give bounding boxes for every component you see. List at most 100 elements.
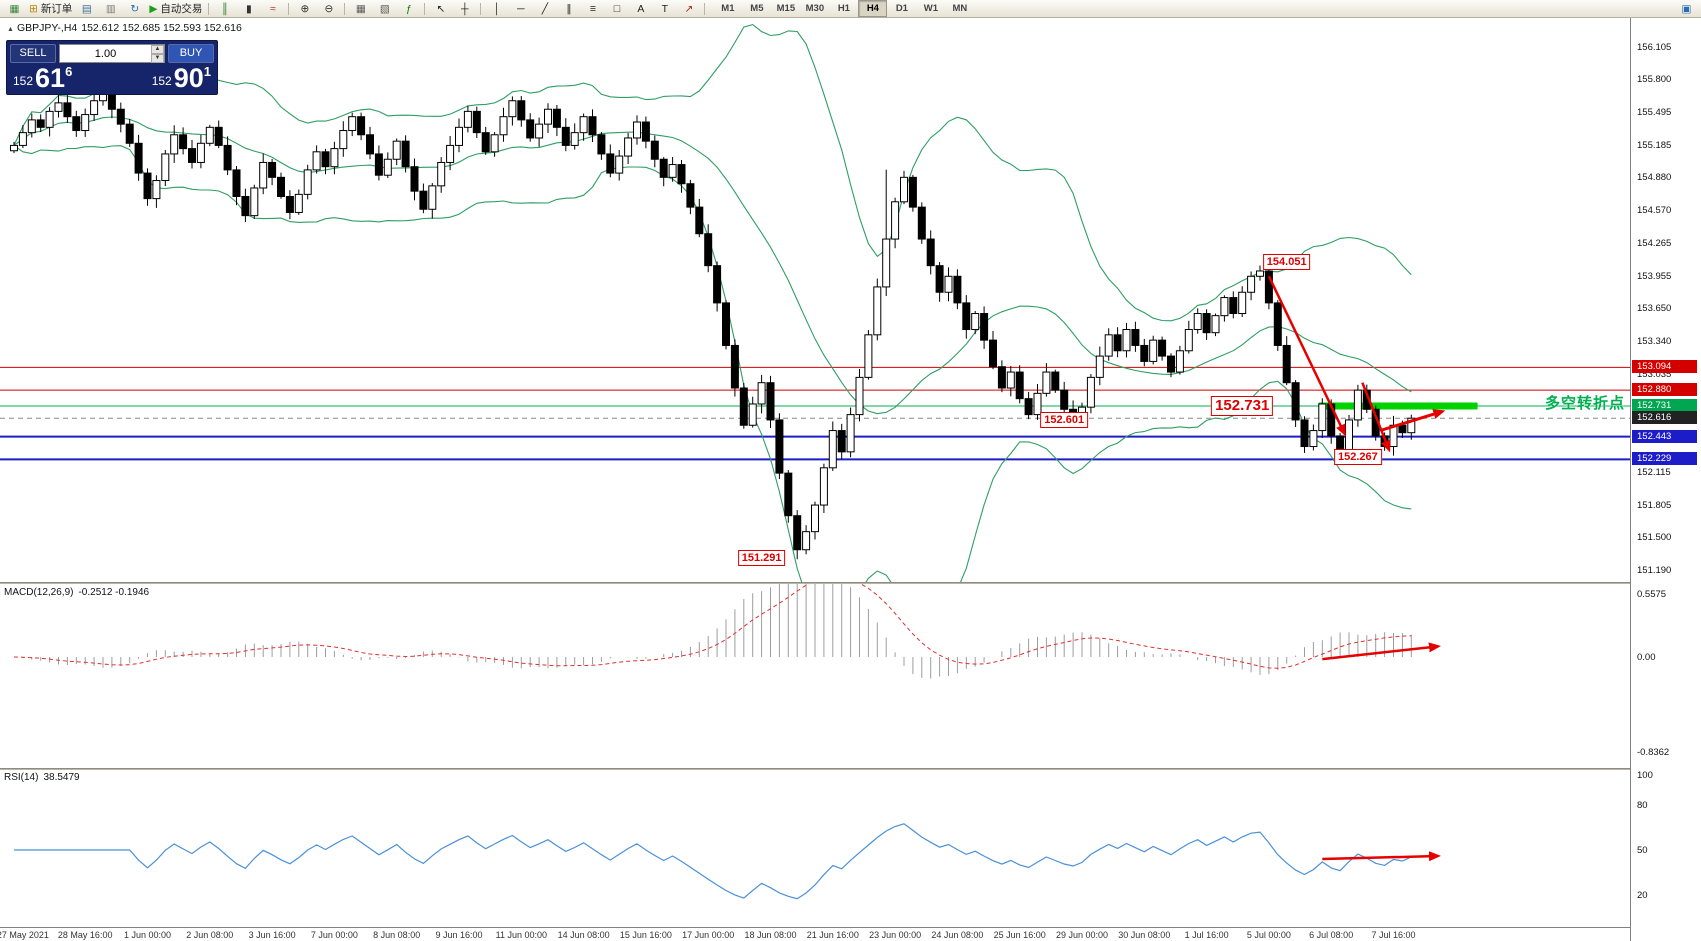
candle <box>926 238 935 267</box>
candle <box>268 161 277 178</box>
label-icon: T <box>661 2 669 15</box>
timeframe-m5-button[interactable]: M5 <box>750 3 764 14</box>
candle <box>170 134 179 155</box>
candle <box>561 126 570 146</box>
timeframe-m1-button[interactable]: M1 <box>721 3 735 14</box>
candlestick-chart-icon[interactable]: ▮ <box>237 1 260 17</box>
candle <box>116 108 125 125</box>
candle <box>259 161 268 189</box>
timeframe-mn-button[interactable]: MN <box>952 3 968 14</box>
candle <box>677 164 686 185</box>
window-control-icon[interactable]: ▣ <box>1675 1 1698 17</box>
candle <box>668 164 677 178</box>
candle <box>366 134 374 155</box>
time-axis[interactable]: 27 May 2021 28 May 16:00 1 Jun 00:00 2 Jun … <box>0 927 1701 941</box>
chart-window-icon: ▤ <box>81 2 92 15</box>
timeframe-m15-button[interactable]: M15 <box>776 3 796 14</box>
price-axis[interactable]: 156.105 155.800 155.495 155.185 154.880 154.5… <box>1630 18 1701 941</box>
price-chart[interactable] <box>0 18 1701 582</box>
label-icon[interactable]: T <box>653 1 676 17</box>
channel-icon[interactable]: ∥ <box>557 1 580 17</box>
tile-windows-icon[interactable]: ▦ <box>349 1 372 17</box>
sell-price[interactable]: 152 61 6 <box>13 64 73 92</box>
text-icon[interactable]: A <box>629 1 652 17</box>
fibonacci-icon[interactable]: ≡ <box>581 1 604 17</box>
vertical-line-icon[interactable]: │ <box>485 1 508 17</box>
line-chart-icon[interactable]: ≈ <box>261 1 284 17</box>
new-order-button[interactable]: ⊞ 新订单 <box>27 1 74 17</box>
candle <box>828 430 837 469</box>
chart-window-icon[interactable]: ▤ <box>75 1 98 17</box>
candle <box>962 302 971 330</box>
candle <box>535 123 544 139</box>
price-tick: 153.650 <box>1637 303 1672 315</box>
cascade-windows-icon[interactable]: ▧ <box>373 1 396 17</box>
bollinger-band-line <box>13 23 1412 322</box>
trend-arrow <box>1267 275 1346 437</box>
candle <box>1140 344 1149 362</box>
auto-trading-button[interactable]: ▶ 自动交易 <box>147 1 204 17</box>
panel-splitter[interactable] <box>0 768 1701 770</box>
macd-tick: -0.8362 <box>1637 746 1670 758</box>
price-tag: 152.443 <box>1632 429 1697 443</box>
horizontal-line-icon: ─ <box>517 2 525 15</box>
crosshair-icon[interactable]: ┼ <box>453 1 476 17</box>
time-axis-label: 8 Jun 08:00 <box>373 930 421 940</box>
candle <box>873 286 882 336</box>
panel-splitter[interactable] <box>0 582 1701 584</box>
price-callout: 152.267 <box>1334 449 1382 466</box>
candle <box>161 153 170 182</box>
candle <box>802 531 811 551</box>
candle <box>597 134 606 155</box>
buy-button[interactable]: BUY <box>168 44 214 63</box>
candle <box>312 151 321 171</box>
macd-values: -0.2512 -0.1946 <box>78 587 150 598</box>
rsi-panel[interactable] <box>0 770 1701 926</box>
cursor-icon[interactable]: ↖ <box>429 1 452 17</box>
time-axis-label: 2 Jun 08:00 <box>186 930 234 940</box>
volume-up-button[interactable]: ▲ <box>151 45 164 54</box>
buy-price[interactable]: 152 90 1 <box>152 64 211 92</box>
zoom-out-icon[interactable]: ⊖ <box>317 1 340 17</box>
candle <box>1300 419 1309 448</box>
arrow-tool-icon[interactable]: ↗ <box>677 1 700 17</box>
candle <box>188 148 196 163</box>
candle <box>997 366 1006 389</box>
time-axis-label: 15 Jun 16:00 <box>619 930 672 940</box>
candle <box>481 132 490 153</box>
candle <box>775 419 784 474</box>
candle <box>1060 389 1069 410</box>
sell-price-sup: 6 <box>65 64 73 79</box>
candle <box>570 132 579 146</box>
rsi-tick: 20 <box>1637 890 1648 901</box>
candle <box>552 108 561 128</box>
indicators-icon[interactable]: ƒ <box>397 1 420 17</box>
profiles-icon[interactable]: ▥ <box>99 1 122 17</box>
crosshair-icon: ┼ <box>461 2 469 15</box>
horizontal-line-icon[interactable]: ─ <box>509 1 532 17</box>
timeframe-h4-button[interactable]: H4 <box>858 0 888 17</box>
volume-down-button[interactable]: ▼ <box>151 54 164 63</box>
price-tick: 155.185 <box>1637 139 1672 151</box>
chart-shortcut-icon[interactable]: ▦ <box>3 1 26 17</box>
time-axis-label: 7 Jun 00:00 <box>310 930 358 940</box>
macd-panel[interactable] <box>0 584 1701 768</box>
timeframe-w1-button[interactable]: W1 <box>923 3 939 14</box>
candle <box>971 313 980 330</box>
timeframe-m30-button[interactable]: M30 <box>805 3 825 14</box>
volume-input[interactable] <box>60 45 151 62</box>
refresh-icon[interactable]: ↻ <box>123 1 146 17</box>
candle <box>1131 328 1140 346</box>
candle <box>446 144 455 163</box>
trendline-icon[interactable]: ╱ <box>533 1 556 17</box>
timeframe-h1-button[interactable]: H1 <box>837 3 850 14</box>
timeframe-d1-button[interactable]: D1 <box>895 3 908 14</box>
price-tick: 151.500 <box>1637 531 1672 543</box>
toolbar-separator <box>208 2 210 15</box>
zoom-in-icon[interactable]: ⊕ <box>293 1 316 17</box>
shapes-icon[interactable]: □ <box>605 1 628 17</box>
sell-button[interactable]: SELL <box>10 44 56 63</box>
candle <box>321 151 330 168</box>
candle <box>766 382 775 421</box>
bar-chart-icon[interactable]: ║ <box>213 1 236 17</box>
